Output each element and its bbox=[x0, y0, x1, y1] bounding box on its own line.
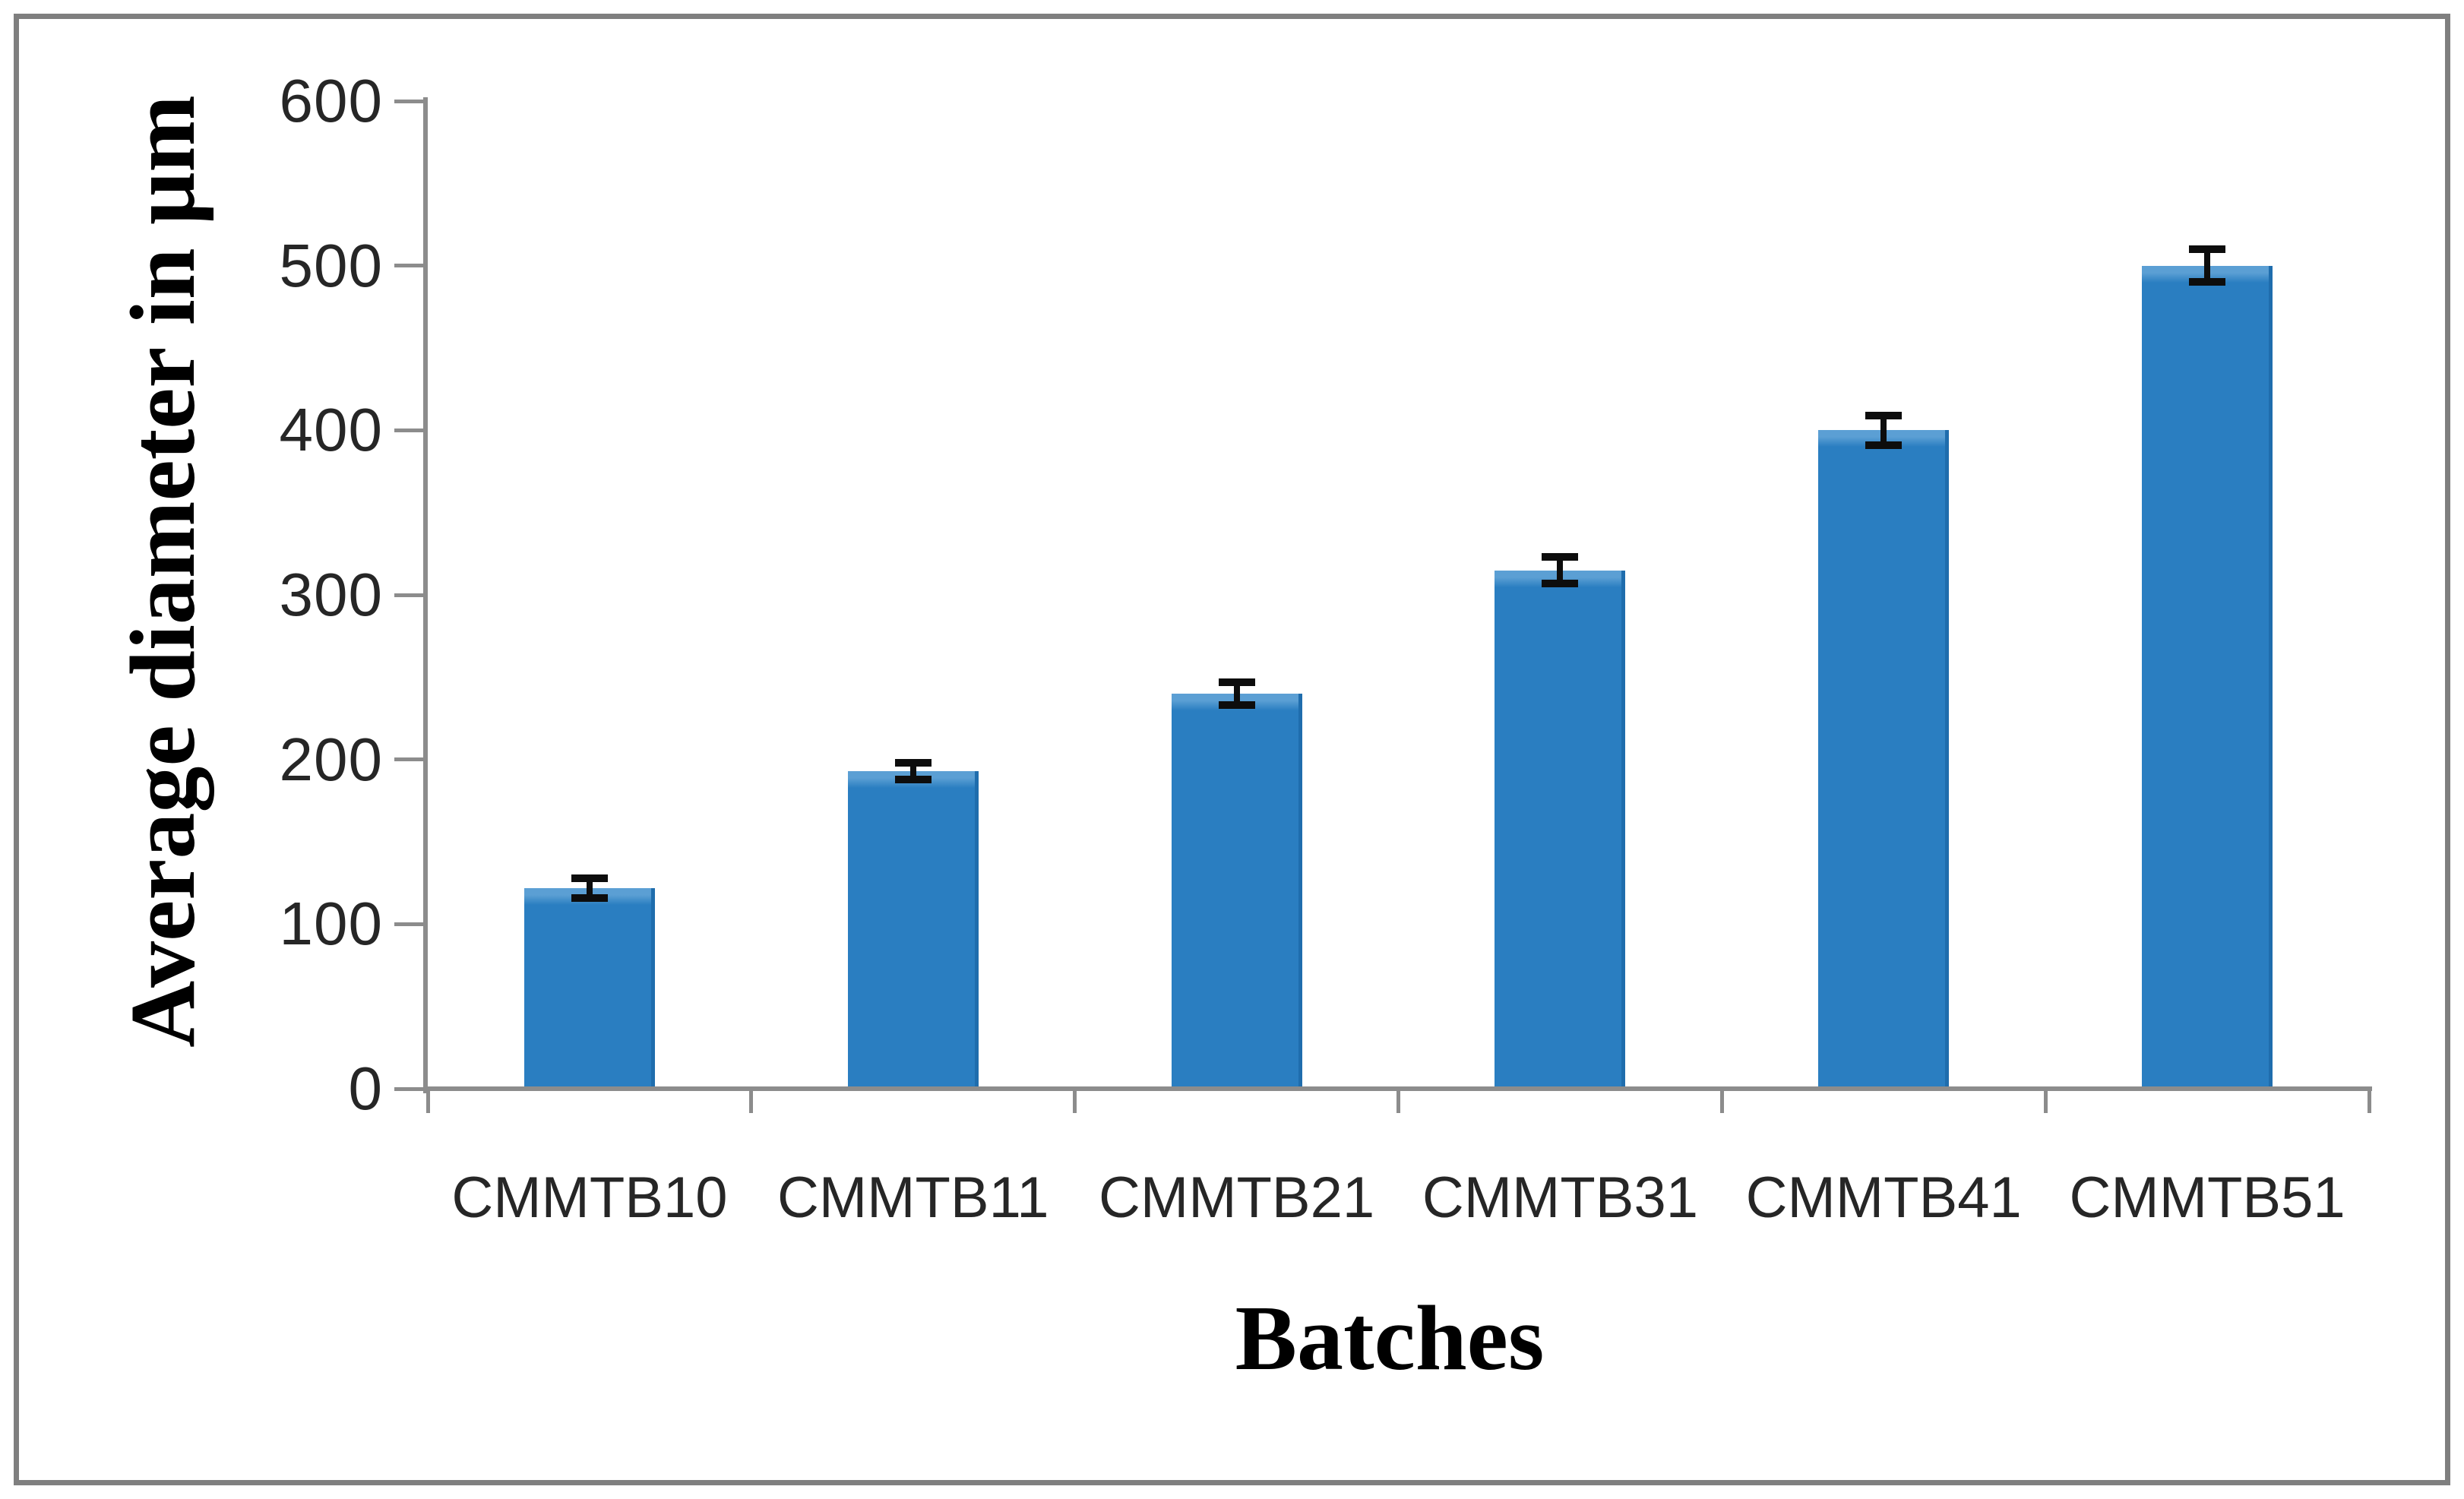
y-tick-label: 600 bbox=[279, 67, 383, 134]
y-tick-label: 100 bbox=[279, 890, 383, 958]
y-tick bbox=[394, 428, 423, 432]
category-label: CMMTB10 bbox=[451, 1165, 728, 1230]
error-bar-cap-bottom bbox=[571, 893, 608, 902]
y-tick-label: 500 bbox=[279, 231, 383, 299]
y-tick bbox=[394, 593, 423, 597]
y-tick bbox=[394, 757, 423, 762]
x-tick bbox=[2043, 1089, 2048, 1113]
y-tick bbox=[394, 922, 423, 926]
category-label: CMMTB41 bbox=[1745, 1165, 2022, 1230]
category-label: CMMTB21 bbox=[1099, 1165, 1375, 1230]
error-bar-cap-top bbox=[894, 759, 932, 767]
y-tick bbox=[394, 99, 423, 103]
category-label: CMMTB11 bbox=[777, 1165, 1049, 1230]
y-axis-line bbox=[423, 97, 428, 1093]
bar bbox=[523, 887, 655, 1086]
bar bbox=[1495, 570, 1626, 1086]
error-bar-cap-top bbox=[1865, 411, 1903, 419]
error-bar-cap-bottom bbox=[1218, 701, 1255, 710]
error-bar-cap-bottom bbox=[1865, 441, 1903, 449]
error-bar-stem bbox=[2204, 249, 2211, 283]
bar bbox=[2142, 265, 2273, 1086]
y-tick bbox=[394, 1086, 423, 1091]
error-bar-cap-top bbox=[1542, 553, 1579, 561]
error-bar-cap-bottom bbox=[894, 775, 932, 783]
y-tick-label: 400 bbox=[279, 396, 383, 464]
error-bar-stem bbox=[1557, 557, 1564, 583]
bar bbox=[847, 770, 979, 1086]
x-axis-title: Batches bbox=[1235, 1287, 1545, 1390]
x-tick bbox=[1396, 1089, 1400, 1113]
error-bar-stem bbox=[1880, 415, 1887, 445]
y-tick bbox=[394, 264, 423, 268]
category-label: CMMTB31 bbox=[1422, 1165, 1698, 1230]
error-bar-cap-bottom bbox=[2189, 278, 2226, 286]
y-tick-label: 0 bbox=[348, 1055, 383, 1122]
bar bbox=[1818, 430, 1950, 1086]
error-bar-stem bbox=[1233, 682, 1240, 706]
x-tick bbox=[1073, 1089, 1077, 1113]
error-bar-stem bbox=[909, 763, 916, 780]
x-tick bbox=[1719, 1089, 1724, 1113]
error-bar-cap-top bbox=[571, 874, 608, 882]
x-tick bbox=[749, 1089, 754, 1113]
y-tick-label: 300 bbox=[279, 561, 383, 628]
x-tick bbox=[2367, 1089, 2371, 1113]
error-bar-stem bbox=[586, 878, 593, 898]
y-tick-label: 200 bbox=[279, 725, 383, 793]
error-bar-cap-bottom bbox=[1542, 579, 1579, 587]
error-bar-cap-top bbox=[2189, 245, 2226, 253]
error-bar-cap-top bbox=[1218, 678, 1255, 686]
x-tick bbox=[425, 1089, 430, 1113]
bar bbox=[1171, 694, 1302, 1086]
category-label: CMMTB51 bbox=[2069, 1165, 2345, 1230]
